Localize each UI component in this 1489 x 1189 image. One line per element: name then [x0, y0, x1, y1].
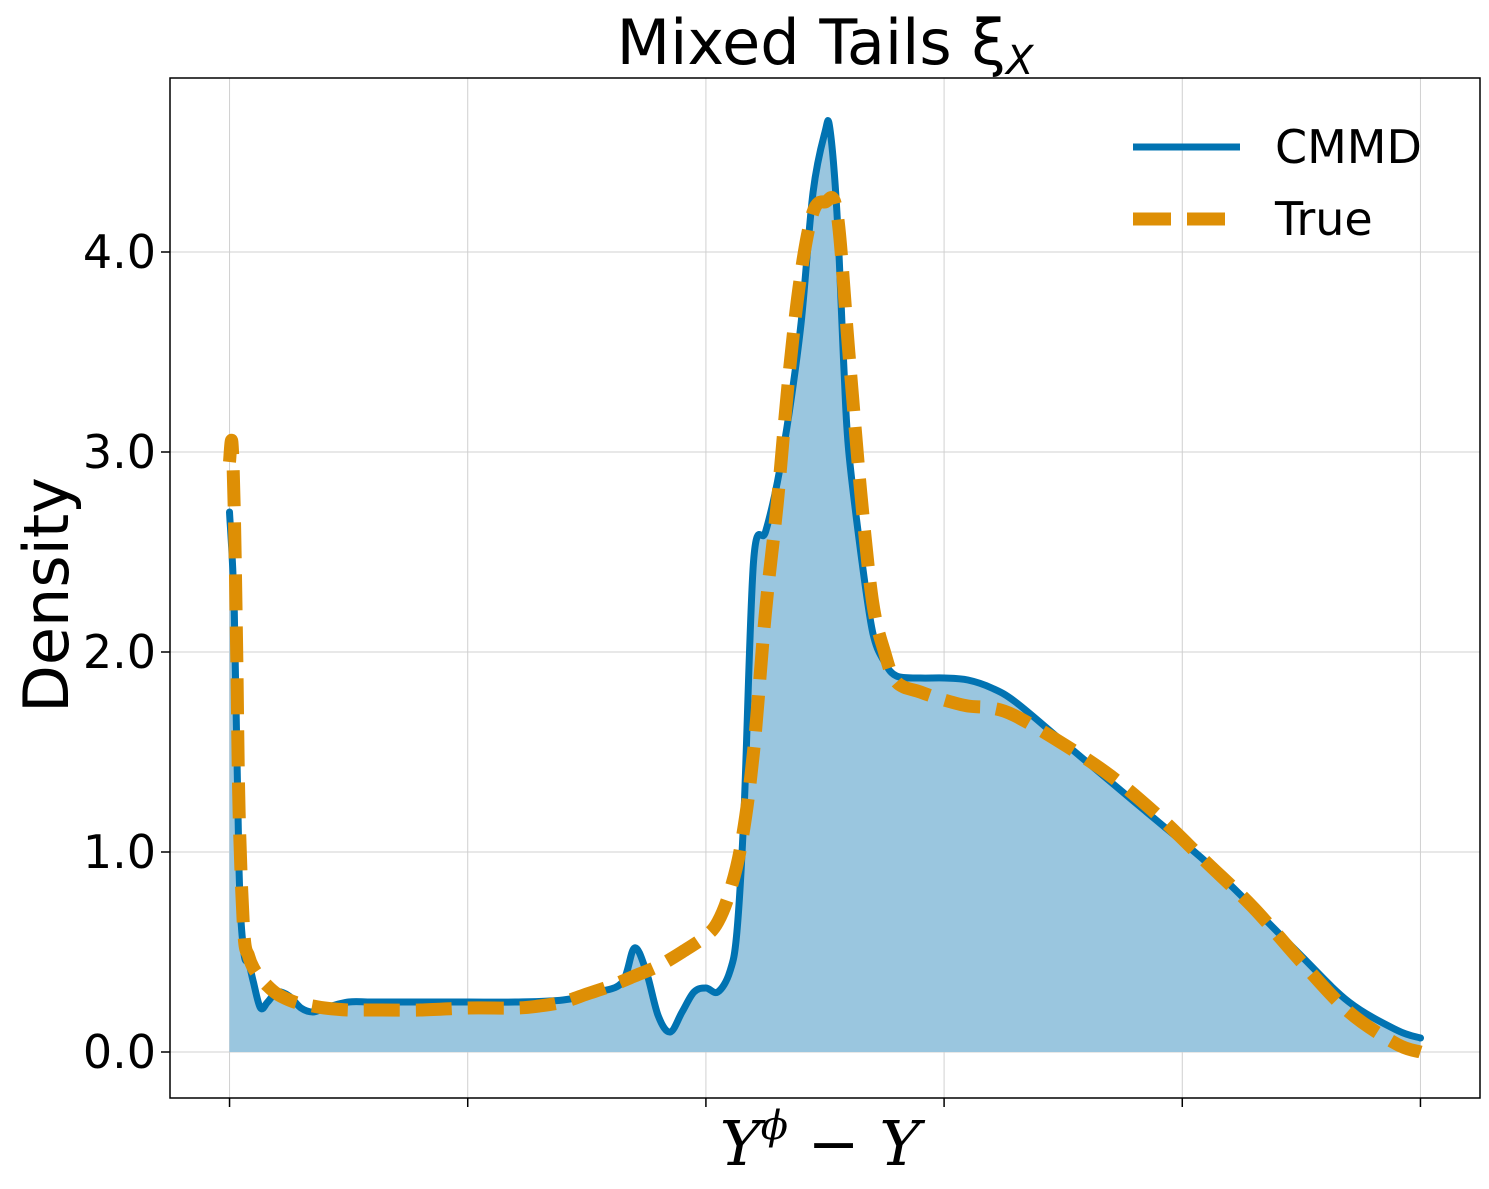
x-axis-label-superscript: ϕ [761, 1103, 788, 1149]
plot-area [223, 117, 1424, 1059]
y-tick-label: 3.0 [83, 425, 156, 479]
y-tick-label: 2.0 [83, 625, 156, 679]
chart-title: Mixed Tails ξX [617, 6, 1035, 84]
series-line-true [223, 191, 1423, 1059]
legend-label-cmmd: CMMD [1275, 120, 1422, 174]
x-axis-label-tail: − Y [788, 1107, 925, 1180]
y-tick-label: 4.0 [83, 225, 156, 279]
series-fill-cmmd [229, 120, 1421, 1053]
legend-label-true: True [1274, 192, 1373, 246]
ticks: 0.0 1.0 2.0 3.0 4.0 [83, 225, 1422, 1107]
y-axis-label: Density [10, 477, 83, 713]
y-tick-label: 1.0 [83, 825, 156, 879]
y-tick-label: 0.0 [83, 1025, 156, 1079]
x-axis-label-main: Y [720, 1107, 766, 1180]
axes-frame [169, 77, 1481, 1099]
chart-title-subscript: X [1004, 38, 1035, 84]
legend: CMMD True [1133, 120, 1422, 246]
x-axis-label: Yϕ − Y [720, 1103, 926, 1180]
chart-title-main: Mixed Tails ξ [617, 6, 1006, 79]
